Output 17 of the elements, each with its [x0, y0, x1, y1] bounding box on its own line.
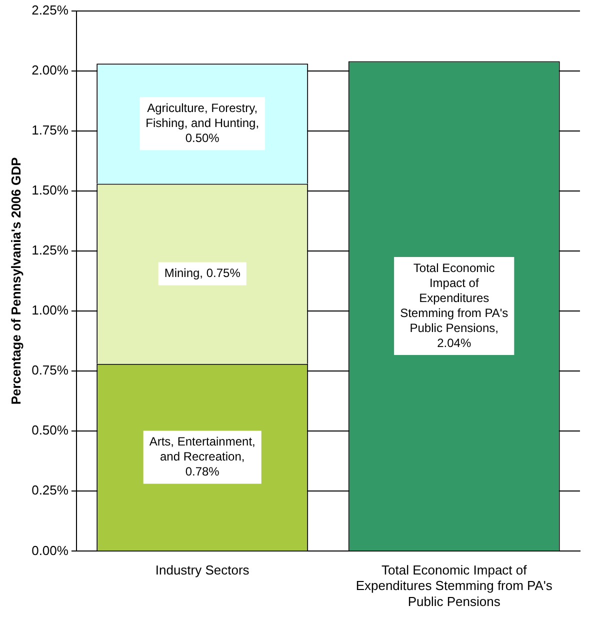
y-tick-label: 2.00%	[32, 62, 69, 78]
y-tick-label: 0.00%	[32, 542, 69, 558]
y-tick-label: 1.50%	[32, 182, 69, 198]
y-tick-label: 0.75%	[32, 362, 69, 378]
data-label: Arts, Entertainment, and Recreation, 0.78%	[149, 434, 256, 479]
data-label: Total Economic Impact of Expenditures Stemming from PA's Public Pensions, 2.04%	[400, 260, 508, 350]
y-tick-label: 0.50%	[32, 422, 69, 438]
y-tick-label: 1.75%	[32, 122, 69, 138]
y-tick-label: 1.25%	[32, 242, 69, 258]
x-tick-label: Total Economic Impact of Expenditures Stemming from PA's Public Pensions	[356, 562, 553, 609]
y-tick-label: 2.25%	[32, 2, 69, 18]
y-tick-label: 1.00%	[32, 302, 69, 318]
data-label: Mining, 0.75%	[164, 266, 241, 280]
y-axis-title: Percentage of Pennsylvania's 2006 GDP	[8, 157, 24, 405]
y-tick-label: 0.25%	[32, 482, 69, 498]
data-label: Agriculture, Forestry, Fishing, and Hunting, 0.50%	[146, 100, 260, 145]
x-tick-label: Industry Sectors	[155, 562, 250, 578]
